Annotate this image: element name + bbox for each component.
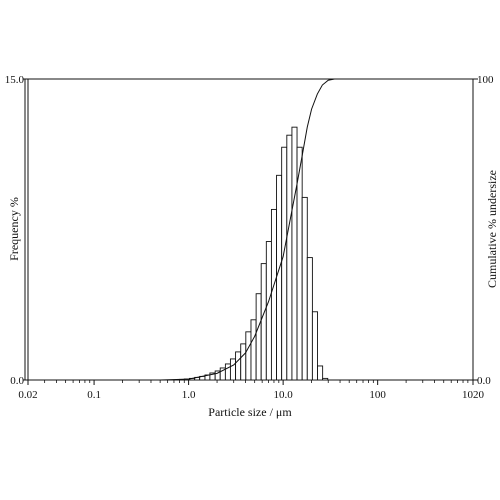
frequency-bar <box>281 146 288 381</box>
cumulative-undersize-line <box>160 78 350 381</box>
frequency-bar <box>250 319 257 381</box>
left-y-axis-ticks <box>23 78 28 381</box>
right-y-axis-tick-labels: 0.0 100 <box>477 74 494 387</box>
right-y-tick-label: 0.0 <box>477 375 491 387</box>
frequency-bar <box>224 363 231 381</box>
right-y-axis-label: Cumulative % undersize <box>485 170 499 288</box>
x-tick-label: 0.02 <box>18 389 37 401</box>
frequency-bar <box>270 208 278 381</box>
frequency-bar <box>235 351 242 381</box>
frequency-bar <box>317 365 324 381</box>
right-y-axis-ticks <box>473 78 478 381</box>
frequency-bar <box>291 126 298 381</box>
x-axis-label: Particle size / μm <box>208 405 292 419</box>
x-tick-label: 10.0 <box>274 389 294 401</box>
frequency-bar <box>240 343 247 381</box>
frequency-bar <box>311 311 318 381</box>
x-tick-label: 0.1 <box>87 389 101 401</box>
right-y-tick-label: 100 <box>477 74 494 86</box>
left-y-tick-label: 0.0 <box>10 375 24 387</box>
frequency-bar <box>276 174 283 381</box>
left-y-axis-label: Frequency % <box>7 197 21 261</box>
x-tick-label: 1020 <box>462 389 485 401</box>
frequency-bar <box>286 134 293 381</box>
x-tick-label: 1.0 <box>182 389 196 401</box>
frequency-bar <box>301 196 308 381</box>
x-axis-ticks <box>27 380 474 385</box>
frequency-bar <box>306 257 313 381</box>
frequency-bar <box>229 358 237 381</box>
frequency-bars <box>178 126 329 381</box>
left-y-axis-tick-labels: 0.0 15.0 <box>5 74 25 387</box>
frequency-bar <box>265 241 272 381</box>
frequency-bar <box>260 263 267 381</box>
x-axis-tick-labels: 0.02 0.1 1.0 10.0 100 1020 <box>18 389 484 401</box>
frequency-bar <box>255 293 262 381</box>
left-y-tick-label: 15.0 <box>5 74 25 86</box>
frequency-bar <box>322 377 329 381</box>
frequency-bar <box>245 331 252 381</box>
x-tick-label: 100 <box>369 389 386 401</box>
